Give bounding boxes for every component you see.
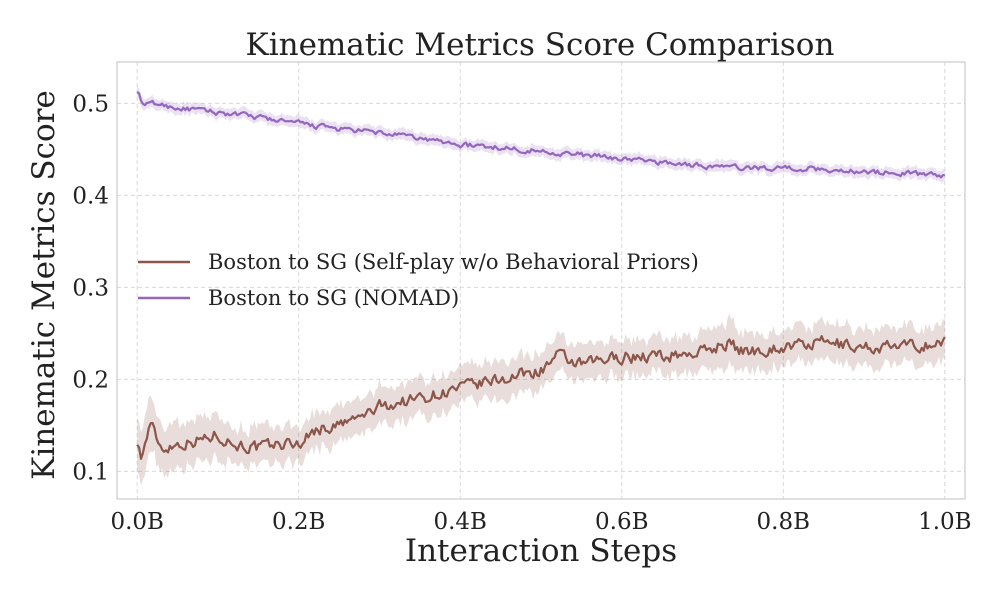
- series-line-1: [136, 335, 946, 460]
- y-tick-label: 0.5: [72, 91, 109, 117]
- chart-title: Kinematic Metrics Score Comparison: [246, 27, 835, 63]
- legend-label: Boston to SG (NOMAD): [208, 286, 459, 310]
- x-tick-label: 1.0B: [918, 509, 971, 535]
- y-tick-label: 0.2: [72, 367, 109, 393]
- y-axis-label: Kinematic Metrics Score: [26, 90, 62, 480]
- grid: [117, 62, 965, 499]
- series-lines: [136, 91, 946, 460]
- y-tick-label: 0.1: [72, 459, 109, 485]
- series-band-2: [137, 85, 945, 184]
- x-tick-label: 0.8B: [757, 509, 810, 535]
- x-axis-label: Interaction Steps: [405, 533, 677, 569]
- confidence-bands: [137, 85, 945, 486]
- legend-label: Boston to SG (Self-play w/o Behavioral P…: [208, 250, 699, 274]
- y-tick-label: 0.3: [72, 275, 109, 301]
- x-tick-label: 0.4B: [433, 509, 486, 535]
- y-tick-label: 0.4: [72, 183, 109, 209]
- x-tick-label: 0.0B: [110, 509, 163, 535]
- legend: Boston to SG (Self-play w/o Behavioral P…: [138, 250, 699, 310]
- series-line-2: [136, 91, 945, 179]
- x-tick-label: 0.6B: [595, 509, 648, 535]
- y-tick-labels: 0.1 0.2 0.3 0.4 0.5: [72, 91, 109, 485]
- x-tick-label: 0.2B: [272, 509, 325, 535]
- x-tick-labels: 0.0B 0.2B 0.4B 0.6B 0.8B 1.0B: [110, 509, 971, 535]
- plot-frame: [116, 61, 966, 500]
- series-band-1: [137, 313, 945, 486]
